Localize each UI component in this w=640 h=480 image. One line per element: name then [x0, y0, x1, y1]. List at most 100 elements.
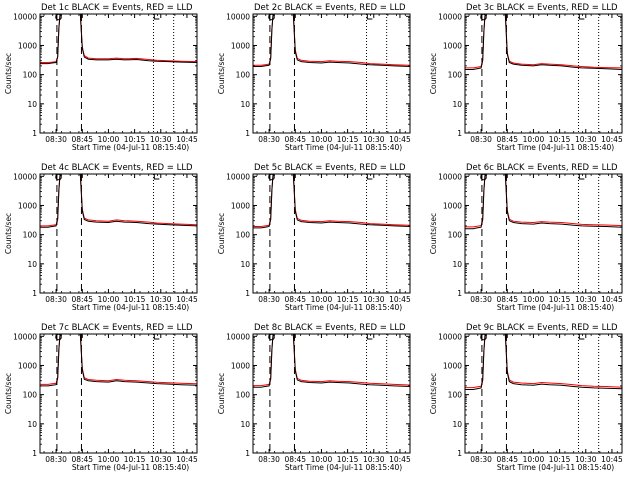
corner-marker-icon — [366, 334, 373, 340]
y-axis-label: Counts/sec — [429, 53, 438, 94]
x-tick-label: 08:30 — [258, 455, 280, 464]
y-tick-label: 1000 — [231, 361, 250, 370]
x-tick-label: 08:30 — [258, 135, 280, 144]
x-tick-label: 10:45 — [176, 135, 198, 144]
plot-frame — [252, 13, 411, 134]
y-tick-label: 100 — [23, 231, 38, 240]
y-axis-label: Counts/sec — [217, 213, 226, 254]
chart-title: Det 2c BLACK = Events, RED = LLD — [254, 3, 406, 13]
x-tick-label: 10:00 — [311, 455, 333, 464]
x-axis-label: Start Time (04-Jul-11 08:15:40) — [497, 463, 614, 472]
series-line-lld — [253, 334, 410, 387]
x-tick-label: 10:00 — [311, 295, 333, 304]
chart-panel-4: Det 4c BLACK = Events, RED = LLD 1 10 100 10… — [4, 163, 198, 312]
x-tick-label: 10:15 — [337, 135, 359, 144]
y-tick-label: 1 — [457, 449, 462, 458]
x-tick-label: 10:45 — [601, 135, 623, 144]
y-tick-label: 1000 — [443, 361, 462, 370]
x-axis-label: Start Time (04-Jul-11 08:15:40) — [285, 143, 402, 152]
x-tick-label: 10:00 — [311, 135, 333, 144]
x-tick-label: 10:15 — [549, 455, 571, 464]
x-tick-label: 10:15 — [337, 295, 359, 304]
x-tick-label: 08:45 — [496, 135, 518, 144]
x-tick-label: 08:45 — [71, 135, 93, 144]
y-tick-label: 1 — [457, 129, 462, 138]
x-axis-label: Start Time (04-Jul-11 08:15:40) — [285, 303, 402, 312]
chart-panel-1: Det 1c BLACK = Events, RED = LLD 1 10 100 10… — [4, 3, 198, 152]
y-tick-label: 10 — [452, 420, 462, 429]
x-tick-label: 10:30 — [150, 135, 172, 144]
x-tick-label: 10:45 — [176, 455, 198, 464]
x-tick-label: 08:45 — [496, 295, 518, 304]
x-tick-label: 10:45 — [389, 135, 411, 144]
y-tick-label: 10000 — [438, 12, 462, 21]
plot-frame — [464, 173, 623, 294]
y-tick-label: 100 — [23, 391, 38, 400]
x-tick-label: 08:45 — [284, 455, 306, 464]
y-tick-label: 1000 — [443, 41, 462, 50]
x-tick-label: 08:30 — [45, 295, 67, 304]
y-tick-label: 100 — [23, 71, 38, 80]
series-line-events — [253, 174, 410, 229]
x-tick-label: 08:30 — [258, 295, 280, 304]
y-tick-label: 100 — [236, 71, 251, 80]
x-tick-label: 10:15 — [549, 135, 571, 144]
x-tick-label: 10:30 — [363, 295, 385, 304]
chart-panel-9: Det 9c BLACK = Events, RED = LLD 1 10 100 10… — [429, 323, 623, 472]
series-line-lld — [465, 174, 622, 228]
y-tick-label: 1 — [32, 129, 37, 138]
series-line-events — [465, 334, 622, 390]
corner-marker-icon — [366, 174, 373, 180]
x-tick-label: 10:30 — [575, 295, 597, 304]
x-tick-label: 10:30 — [150, 455, 172, 464]
y-tick-label: 10 — [452, 100, 462, 109]
y-tick-label: 100 — [448, 231, 463, 240]
plot-frame — [39, 173, 198, 294]
corner-marker-icon — [153, 14, 160, 20]
x-tick-label: 10:45 — [389, 295, 411, 304]
y-tick-label: 1000 — [18, 201, 37, 210]
corner-marker-icon — [153, 174, 160, 180]
x-tick-label: 10:15 — [124, 455, 146, 464]
y-tick-label: 1000 — [443, 201, 462, 210]
y-tick-label: 10 — [27, 100, 37, 109]
x-tick-label: 08:30 — [470, 135, 492, 144]
y-tick-label: 100 — [448, 71, 463, 80]
y-axis-label: Counts/sec — [4, 53, 13, 94]
y-tick-label: 10000 — [13, 172, 37, 181]
x-tick-label: 10:30 — [150, 295, 172, 304]
y-tick-label: 1000 — [231, 201, 250, 210]
y-tick-label: 10 — [27, 260, 37, 269]
chart-title: Det 4c BLACK = Events, RED = LLD — [41, 163, 193, 173]
y-axis-label: Counts/sec — [4, 373, 13, 414]
series-line-lld — [465, 334, 622, 389]
y-tick-label: 1000 — [231, 41, 250, 50]
chart-title: Det 5c BLACK = Events, RED = LLD — [254, 163, 406, 173]
y-tick-label: 1 — [32, 449, 37, 458]
chart-panel-7: Det 7c BLACK = Events, RED = LLD 1 10 100 10… — [4, 323, 198, 472]
corner-marker-icon — [366, 14, 373, 20]
series-line-lld — [253, 14, 410, 66]
x-tick-label: 08:30 — [45, 455, 67, 464]
chart-panel-6: Det 6c BLACK = Events, RED = LLD 1 10 100 10… — [429, 163, 623, 312]
x-tick-label: 10:45 — [601, 295, 623, 304]
x-tick-label: 08:30 — [470, 455, 492, 464]
chart-panel-2: Det 2c BLACK = Events, RED = LLD 1 10 100 10… — [217, 3, 411, 152]
chart-panel-8: Det 8c BLACK = Events, RED = LLD 1 10 100 10… — [217, 323, 411, 472]
x-tick-label: 08:30 — [470, 295, 492, 304]
x-tick-label: 10:30 — [363, 135, 385, 144]
y-axis-label: Counts/sec — [217, 53, 226, 94]
x-tick-label: 10:45 — [176, 295, 198, 304]
y-axis-label: Counts/sec — [429, 373, 438, 414]
chart-panel-5: Det 5c BLACK = Events, RED = LLD 1 10 100 10… — [217, 163, 411, 312]
y-tick-label: 1 — [245, 289, 250, 298]
y-tick-label: 10000 — [226, 332, 250, 341]
y-tick-label: 100 — [236, 231, 251, 240]
y-tick-label: 10000 — [13, 12, 37, 21]
x-tick-label: 10:00 — [98, 455, 120, 464]
x-tick-label: 08:30 — [45, 135, 67, 144]
y-tick-label: 10000 — [226, 12, 250, 21]
y-tick-label: 1 — [32, 289, 37, 298]
chart-title: Det 3c BLACK = Events, RED = LLD — [466, 3, 618, 13]
